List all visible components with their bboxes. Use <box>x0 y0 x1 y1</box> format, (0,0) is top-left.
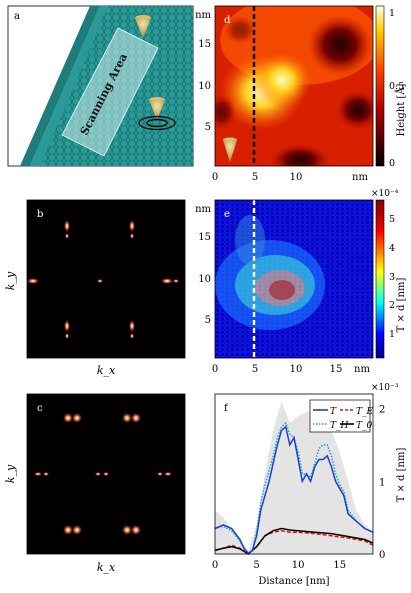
stm-tip-upper <box>135 15 151 38</box>
panel-f-frame <box>214 393 374 555</box>
panel-f: f 0 5 10 15 0 1 2 Distance [nm] ×10⁻³ T × d [n… <box>212 383 407 587</box>
fft-spots-c <box>34 413 172 535</box>
e-ytick-5: 5 <box>205 315 211 326</box>
e-xtick-0: 0 <box>212 364 218 375</box>
height-map <box>215 6 373 166</box>
scanning-area <box>61 27 159 157</box>
panel-e: e 0 5 10 15 nm 5 10 15 nm ×10⁻⁴ 1 2 3 4 … <box>195 189 407 375</box>
colorbar-transmission-ticks: 1 2 3 4 5 <box>389 214 395 340</box>
e-ytick-unit: nm <box>195 204 211 215</box>
panel-f-label: f <box>224 403 229 414</box>
legend-T: T <box>330 407 337 417</box>
d-xtick-0: 0 <box>212 172 218 183</box>
panel-f-ylabel: T × d [nm] <box>396 448 407 503</box>
panel-b-label: b <box>37 209 43 220</box>
fft-spots-b <box>27 220 179 339</box>
series-t-e <box>214 529 374 555</box>
panel-b-xlabel: k_x <box>97 364 116 377</box>
panel-b: b k_x k_y <box>4 199 186 377</box>
legend-TE: T_E <box>356 407 374 417</box>
e-cb-tick-4: 4 <box>389 243 395 254</box>
e-ytick-10: 10 <box>198 274 211 285</box>
f-ytick: 0 <box>379 550 385 561</box>
d-xtick-5: 5 <box>252 172 258 183</box>
f-ytick: 1 <box>379 477 385 488</box>
panel-a-label: a <box>14 11 20 22</box>
f-xtick: 0 <box>212 560 218 571</box>
panel-c-label: c <box>37 403 43 414</box>
e-cb-tick-2: 2 <box>389 300 395 311</box>
f-xtick: 10 <box>292 560 305 571</box>
panel-e-frame <box>214 199 374 359</box>
panel-d-frame <box>214 5 374 167</box>
e-cb-tick-5: 5 <box>389 214 395 225</box>
panel-f-exponent: ×10⁻³ <box>371 383 399 393</box>
d-ytick-unit: nm <box>195 10 211 21</box>
panel-d-axes: 0 5 10 nm 5 10 15 nm <box>195 10 368 183</box>
e-xtick-15: 15 <box>330 364 343 375</box>
d-xtick-10: 10 <box>290 172 303 183</box>
legend-TH: T_H <box>330 421 349 431</box>
stm-tip-lower <box>138 97 176 131</box>
panel-e-label: e <box>224 209 230 220</box>
panel-c-xlabel: k_x <box>97 561 116 574</box>
e-xtick-unit: nm <box>354 364 370 375</box>
series-envelope <box>215 401 373 554</box>
colorbar-transmission-label: T × d [nm] <box>396 278 407 333</box>
panel-c: c k_x k_y <box>4 393 186 574</box>
panel-b-ylabel: k_y <box>4 271 17 290</box>
panel-a: Scanning Area a <box>7 5 194 167</box>
f-xtick: 15 <box>333 560 346 571</box>
panel-c-ylabel: k_y <box>4 464 17 483</box>
transmission-map <box>215 200 373 358</box>
d-ytick-10: 10 <box>198 81 211 92</box>
d-ytick-5: 5 <box>205 122 211 133</box>
f-xtick: 5 <box>253 560 259 571</box>
e-cb-tick-3: 3 <box>389 272 395 283</box>
legend-f: T T_E T_H T_0 <box>309 399 374 433</box>
e-xtick-5: 5 <box>252 364 258 375</box>
colorbar-transmission-exponent: ×10⁻⁴ <box>371 189 399 199</box>
colorbar-height <box>375 5 385 167</box>
panel-f-axes: 0 5 10 15 0 1 2 <box>212 405 386 571</box>
series-t <box>214 425 374 555</box>
f-ytick: 2 <box>379 405 385 416</box>
colorbar-height-ticks: 0 0.5 1 <box>389 8 404 169</box>
panel-d: d 0 5 10 nm 5 10 15 nm 0 0.5 1 Height [Å… <box>195 5 407 183</box>
e-xtick-10: 10 <box>290 364 303 375</box>
d-cb-tick-1: 1 <box>389 8 395 19</box>
d-ytick-15: 15 <box>198 39 211 50</box>
e-ytick-15: 15 <box>198 232 211 243</box>
colorbar-height-label: Height [Å] <box>395 83 407 136</box>
panel-d-label: d <box>224 15 231 26</box>
line-chart-f <box>214 401 374 555</box>
d-cb-tick-05: 0.5 <box>389 81 404 92</box>
panel-f-xlabel: Distance [nm] <box>258 576 329 587</box>
panel-e-axes: 0 5 10 15 nm 5 10 15 nm <box>195 204 370 375</box>
colorbar-transmission <box>375 199 385 359</box>
d-xtick-unit: nm <box>352 172 368 183</box>
stm-tip-d <box>223 137 237 162</box>
e-cb-tick-1: 1 <box>389 329 395 340</box>
series-t-0 <box>214 527 374 555</box>
legend-T0: T_0 <box>356 421 373 431</box>
d-cb-tick-0: 0 <box>389 158 395 169</box>
panel-b-frame <box>26 199 186 359</box>
